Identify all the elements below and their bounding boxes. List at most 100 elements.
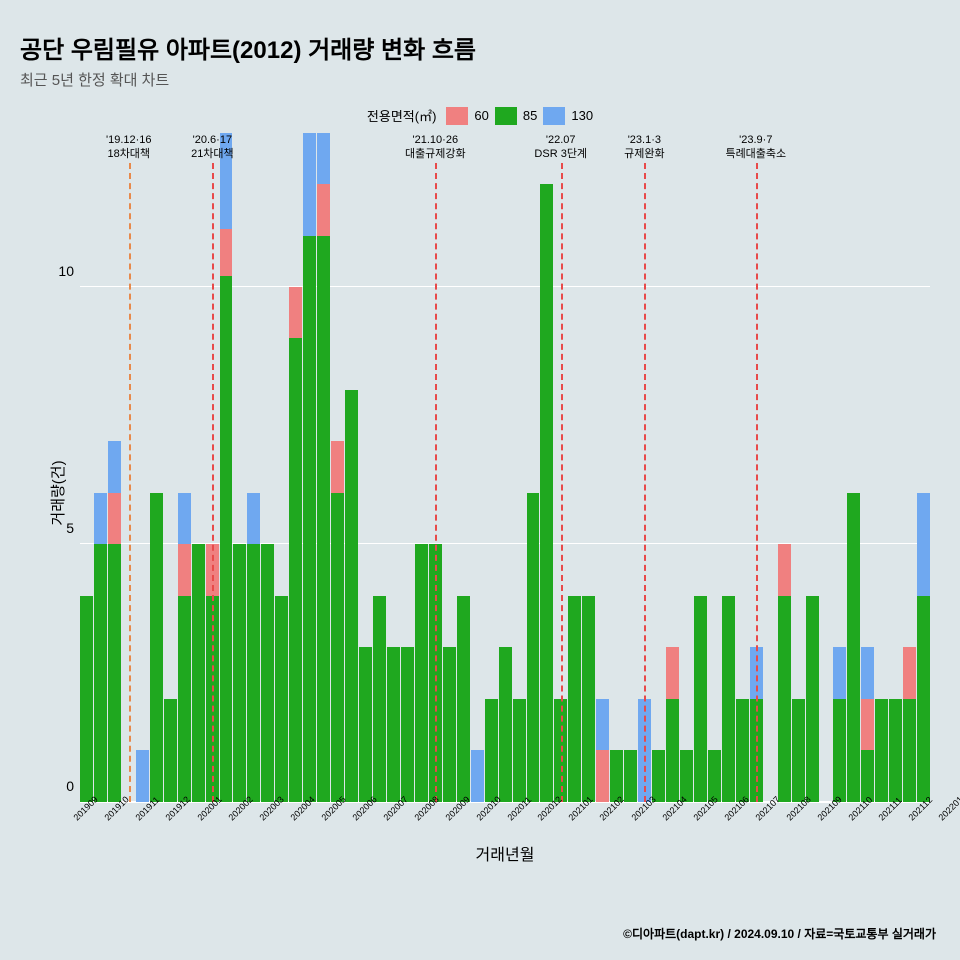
bar-slot: [415, 133, 428, 802]
event-line: [212, 163, 214, 802]
bar-slot: [917, 133, 930, 802]
bar-segment-85: [917, 596, 930, 802]
bar-segment-60: [178, 544, 191, 596]
legend-label: 85: [523, 108, 537, 123]
bar-slot: [289, 133, 302, 802]
bar-segment-60: [220, 229, 233, 277]
y-tick: 5: [50, 520, 74, 536]
bar-slot: [596, 133, 609, 802]
bar-segment-85: [889, 699, 902, 802]
event-line: [756, 163, 758, 802]
bar-slot: [652, 133, 665, 802]
bar-segment-85: [806, 596, 819, 802]
bar-slot: [806, 133, 819, 802]
bar-slot: [108, 133, 121, 802]
bar-segment-85: [164, 699, 177, 802]
legend-swatch: [495, 107, 517, 125]
bar-slot: [820, 133, 833, 802]
event-line: [129, 163, 131, 802]
bar-segment-130: [94, 493, 107, 545]
bar-segment-85: [317, 236, 330, 802]
bars-group: [80, 133, 930, 802]
bar-slot: [275, 133, 288, 802]
bar-segment-85: [833, 699, 846, 802]
bar-slot: [861, 133, 874, 802]
bar-segment-130: [833, 647, 846, 699]
bar-segment-85: [303, 236, 316, 802]
bar-slot: [624, 133, 637, 802]
bar-segment-85: [652, 750, 665, 802]
bar-segment-85: [527, 493, 540, 802]
bar-slot: [303, 133, 316, 802]
bar-segment-85: [261, 544, 274, 802]
legend-title: 전용면적(㎡): [367, 106, 437, 125]
bar-segment-130: [136, 750, 149, 802]
bar-slot: [164, 133, 177, 802]
bar-slot: [499, 133, 512, 802]
bar-segment-130: [178, 493, 191, 545]
bar-segment-60: [289, 287, 302, 339]
x-axis-ticks: 2019092019102019112019122020012020022020…: [80, 807, 930, 817]
x-tick: 202201: [937, 794, 960, 822]
bar-slot: [889, 133, 902, 802]
x-axis-label: 거래년월: [80, 841, 930, 865]
bar-segment-85: [373, 596, 386, 802]
bar-slot: [568, 133, 581, 802]
bar-segment-85: [401, 647, 414, 802]
plot-inner: 0510'19.12·1618차대책'20.6·1721차대책'21.10·26…: [80, 133, 930, 803]
bar-segment-85: [150, 493, 163, 802]
bar-segment-85: [513, 699, 526, 802]
bar-segment-85: [331, 493, 344, 802]
bar-slot: [345, 133, 358, 802]
legend-swatch: [446, 107, 468, 125]
bar-slot: [903, 133, 916, 802]
bar-segment-85: [540, 184, 553, 802]
bar-slot: [136, 133, 149, 802]
bar-segment-85: [443, 647, 456, 802]
bar-segment-130: [108, 441, 121, 493]
bar-slot: [513, 133, 526, 802]
bar-slot: [778, 133, 791, 802]
bar-slot: [192, 133, 205, 802]
bar-segment-60: [108, 493, 121, 545]
legend-label: 60: [474, 108, 488, 123]
legend: 전용면적(㎡) 60 85 130: [20, 106, 940, 125]
bar-segment-60: [331, 441, 344, 493]
bar-segment-85: [415, 544, 428, 802]
bar-segment-130: [861, 647, 874, 699]
bar-slot: [680, 133, 693, 802]
bar-segment-85: [457, 596, 470, 802]
bar-slot: [317, 133, 330, 802]
bar-slot: [401, 133, 414, 802]
bar-slot: [764, 133, 777, 802]
bar-slot: [247, 133, 260, 802]
bar-segment-85: [903, 699, 916, 802]
plot-area: 거래량(건) 0510'19.12·1618차대책'20.6·1721차대책'2…: [80, 133, 930, 853]
bar-segment-85: [861, 750, 874, 802]
bar-segment-85: [247, 544, 260, 802]
bar-segment-85: [875, 699, 888, 802]
bar-slot: [610, 133, 623, 802]
event-label: '19.12·1618차대책: [106, 133, 152, 162]
legend-label: 130: [571, 108, 593, 123]
bar-segment-85: [499, 647, 512, 802]
bar-segment-130: [317, 133, 330, 184]
bar-segment-85: [778, 596, 791, 802]
bar-segment-130: [596, 699, 609, 751]
bar-slot: [582, 133, 595, 802]
bar-slot: [471, 133, 484, 802]
chart-title: 공단 우림필유 아파트(2012) 거래량 변화 흐름: [20, 30, 940, 65]
bar-slot: [443, 133, 456, 802]
bar-segment-60: [861, 699, 874, 751]
bar-segment-85: [610, 750, 623, 802]
bar-slot: [94, 133, 107, 802]
bar-segment-85: [847, 493, 860, 802]
bar-slot: [875, 133, 888, 802]
bar-segment-130: [471, 750, 484, 802]
bar-segment-85: [233, 544, 246, 802]
event-label: '22.07DSR 3단계: [534, 133, 587, 162]
bar-slot: [80, 133, 93, 802]
event-line: [435, 163, 437, 802]
bar-segment-85: [359, 647, 372, 802]
bar-segment-85: [94, 544, 107, 802]
